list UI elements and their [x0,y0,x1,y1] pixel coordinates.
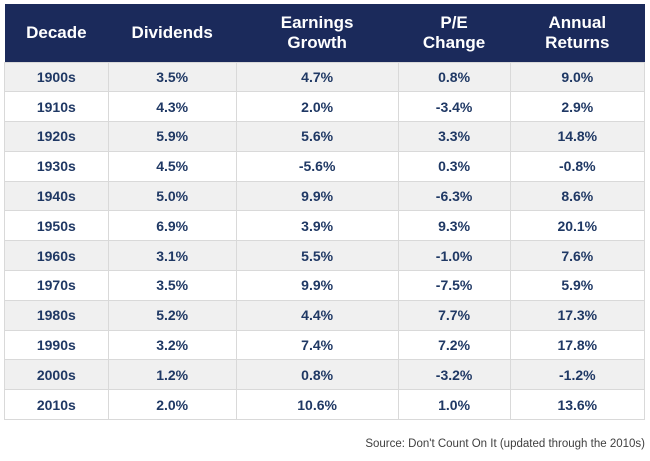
table-row: 1940s 5.0% 9.9% -6.3% 8.6% [4,180,646,212]
cell-annual-returns: 9.0% [509,61,646,93]
cell-decade: 1910s [4,91,109,123]
cell-dividends: 3.5% [107,61,237,93]
table-row: 1950s 6.9% 3.9% 9.3% 20.1% [4,210,646,242]
source-note: Source: Don't Count On It (updated throu… [365,438,645,450]
cell-pe-change: -7.5% [397,270,511,301]
cell-decade: 1980s [4,299,109,331]
cell-earnings-growth: 5.6% [235,121,399,152]
cell-dividends: 4.3% [107,91,237,123]
cell-dividends: 6.9% [107,210,237,242]
cell-earnings-growth: 3.9% [235,210,399,242]
cell-decade: 2000s [4,359,109,391]
table-row: 2010s 2.0% 10.6% 1.0% 13.6% [4,389,646,421]
cell-decade: 1940s [4,180,109,212]
cell-earnings-growth: 4.4% [235,299,399,331]
cell-dividends: 1.2% [107,359,237,391]
cell-pe-change: 1.0% [397,389,511,421]
cell-dividends: 5.2% [107,299,237,331]
cell-earnings-growth: -5.6% [235,150,399,182]
column-header-pe-change: P/E Change [398,4,511,62]
cell-pe-change: 0.3% [397,150,511,182]
cell-dividends: 4.5% [107,150,237,182]
cell-earnings-growth: 4.7% [235,61,399,93]
table-row: 1970s 3.5% 9.9% -7.5% 5.9% [4,270,646,301]
cell-pe-change: 3.3% [397,121,511,152]
cell-dividends: 5.9% [107,121,237,152]
cell-pe-change: 7.7% [397,299,511,331]
cell-dividends: 5.0% [107,180,237,212]
cell-annual-returns: 17.3% [509,299,646,331]
cell-decade: 1950s [4,210,109,242]
cell-decade: 1990s [4,329,109,361]
cell-earnings-growth: 9.9% [235,180,399,212]
cell-earnings-growth: 9.9% [235,270,399,301]
cell-annual-returns: 13.6% [509,389,646,421]
column-header-annual-returns-label: Annual Returns [545,12,610,52]
column-header-dividends: Dividends [108,4,237,62]
cell-annual-returns: 17.8% [509,329,646,361]
cell-earnings-growth: 2.0% [235,91,399,123]
cell-pe-change: -6.3% [397,180,511,212]
cell-dividends: 3.2% [107,329,237,361]
column-header-earnings-growth: Earnings Growth [236,4,399,62]
table-row: 2000s 1.2% 0.8% -3.2% -1.2% [4,359,646,391]
cell-pe-change: -3.4% [397,91,511,123]
cell-dividends: 2.0% [107,389,237,421]
cell-annual-returns: 8.6% [509,180,646,212]
table-header: Decade Dividends Earnings Growth P/E Cha… [4,4,645,62]
table-row: 1930s 4.5% -5.6% 0.3% -0.8% [4,150,646,182]
column-header-decade-label: Decade [26,22,87,42]
cell-earnings-growth: 7.4% [235,329,399,361]
cell-pe-change: 0.8% [397,61,511,93]
table-body: 1900s 3.5% 4.7% 0.8% 9.0% 1910s 4.3% 2.0… [4,61,646,421]
cell-dividends: 3.1% [107,240,237,272]
table-row: 1960s 3.1% 5.5% -1.0% 7.6% [4,240,646,272]
cell-annual-returns: 7.6% [509,240,646,272]
cell-pe-change: -3.2% [397,359,511,391]
cell-pe-change: -1.0% [397,240,511,272]
cell-annual-returns: 2.9% [509,91,646,123]
cell-decade: 1900s [4,61,109,93]
table-row: 1990s 3.2% 7.4% 7.2% 17.8% [4,329,646,361]
table-row: 1920s 5.9% 5.6% 3.3% 14.8% [4,121,646,152]
cell-annual-returns: 20.1% [509,210,646,242]
column-header-dividends-label: Dividends [131,22,213,42]
header-row: Decade Dividends Earnings Growth P/E Cha… [4,4,645,62]
cell-annual-returns: -1.2% [509,359,646,391]
cell-pe-change: 9.3% [397,210,511,242]
decade-returns-table: Decade Dividends Earnings Growth P/E Cha… [4,4,646,421]
cell-earnings-growth: 5.5% [235,240,399,272]
cell-earnings-growth: 10.6% [235,389,399,421]
cell-decade: 1970s [4,270,109,301]
cell-annual-returns: 5.9% [509,270,646,301]
cell-annual-returns: -0.8% [509,150,646,182]
cell-decade: 1920s [4,121,109,152]
column-header-decade: Decade [4,4,109,62]
table-row: 1980s 5.2% 4.4% 7.7% 17.3% [4,299,646,331]
cell-decade: 1960s [4,240,109,272]
column-header-annual-returns: Annual Returns [510,4,645,62]
cell-dividends: 3.5% [107,270,237,301]
column-header-earnings-growth-label: Earnings Growth [280,12,354,52]
cell-decade: 2010s [4,389,109,421]
cell-pe-change: 7.2% [397,329,511,361]
column-header-pe-change-label: P/E Change [422,12,486,52]
cell-decade: 1930s [4,150,109,182]
cell-annual-returns: 14.8% [509,121,646,152]
table-row: 1900s 3.5% 4.7% 0.8% 9.0% [4,61,646,93]
cell-earnings-growth: 0.8% [235,359,399,391]
table-row: 1910s 4.3% 2.0% -3.4% 2.9% [4,91,646,123]
